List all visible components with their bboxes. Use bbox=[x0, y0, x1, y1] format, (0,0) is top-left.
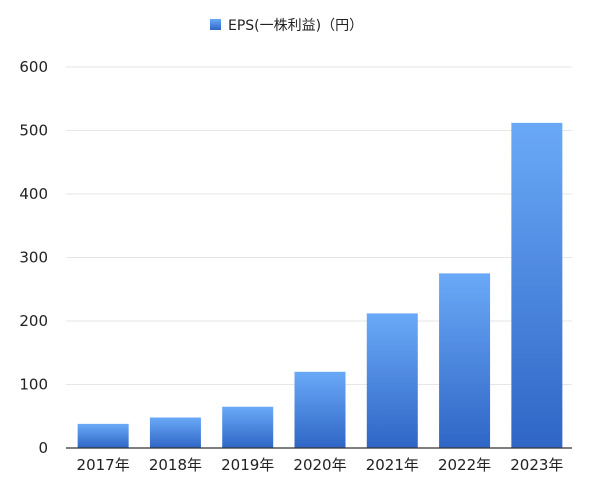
bar-2023年 bbox=[511, 122, 563, 448]
y-tick-label: 600 bbox=[19, 58, 48, 76]
y-tick-label: 500 bbox=[19, 122, 48, 140]
y-tick-label: 100 bbox=[19, 376, 48, 394]
x-tick-label: 2022年 bbox=[438, 456, 491, 474]
gridlines bbox=[66, 66, 572, 385]
legend-swatch bbox=[210, 19, 221, 30]
y-tick-label: 0 bbox=[38, 439, 48, 457]
bar-2021年 bbox=[366, 313, 418, 448]
y-tick-label: 400 bbox=[19, 185, 48, 203]
legend: EPS(一株利益)（円） bbox=[210, 18, 363, 34]
bar-2019年 bbox=[222, 406, 274, 448]
x-tick-label: 2021年 bbox=[366, 456, 419, 474]
legend-label: EPS(一株利益)（円） bbox=[228, 18, 363, 34]
x-tick-label: 2023年 bbox=[510, 456, 563, 474]
y-tick-label: 200 bbox=[19, 312, 48, 330]
bar-2017年 bbox=[77, 423, 129, 448]
x-tick-label: 2019年 bbox=[221, 456, 274, 474]
x-axis-ticks: 2017年 2018年 2019年 2020年 2021年 2022年 2023年 bbox=[77, 456, 564, 474]
bar-2018年 bbox=[149, 417, 201, 448]
bar-2020年 bbox=[294, 371, 346, 448]
bars bbox=[77, 122, 563, 448]
bar-2022年 bbox=[439, 273, 491, 448]
y-axis-ticks: 0 100 200 300 400 500 600 bbox=[19, 58, 48, 457]
x-tick-label: 2020年 bbox=[293, 456, 346, 474]
x-tick-label: 2018年 bbox=[149, 456, 202, 474]
x-tick-label: 2017年 bbox=[77, 456, 130, 474]
y-tick-label: 300 bbox=[19, 249, 48, 267]
